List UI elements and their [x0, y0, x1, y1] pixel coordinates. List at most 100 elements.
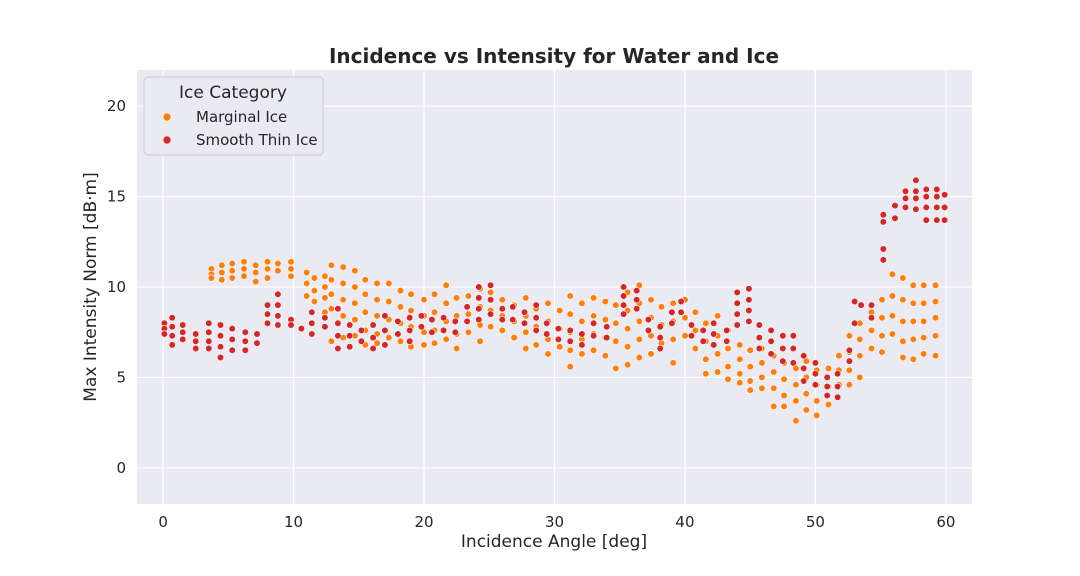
data-point-marginal-ice: [746, 363, 754, 371]
data-point-smooth-thin-ice: [566, 337, 574, 345]
data-point-marginal-ice: [522, 328, 530, 336]
data-point-marginal-ice: [351, 267, 359, 275]
data-point-smooth-thin-ice: [566, 326, 574, 335]
y-tick-label: 20: [107, 97, 126, 115]
data-point-marginal-ice: [442, 299, 450, 307]
data-point-marginal-ice: [931, 281, 940, 289]
data-point-smooth-thin-ice: [687, 332, 696, 340]
data-point-marginal-ice: [669, 335, 677, 344]
data-point-smooth-thin-ice: [823, 382, 831, 391]
data-point-marginal-ice: [635, 335, 643, 344]
data-point-smooth-thin-ice: [274, 312, 282, 320]
legend-label-smooth-thin-ice: Smooth Thin Ice: [196, 131, 318, 149]
data-point-marginal-ice: [920, 350, 928, 358]
data-point-marginal-ice: [856, 352, 864, 360]
data-point-marginal-ice: [263, 274, 272, 282]
data-point-smooth-thin-ice: [228, 335, 236, 344]
data-point-marginal-ice: [487, 288, 495, 297]
data-point-smooth-thin-ice: [543, 330, 551, 338]
data-point-smooth-thin-ice: [532, 326, 540, 335]
data-point-smooth-thin-ice: [879, 245, 887, 253]
data-point-marginal-ice: [498, 296, 506, 304]
data-point-marginal-ice: [556, 343, 564, 351]
data-point-marginal-ice: [909, 281, 917, 289]
data-point-smooth-thin-ice: [745, 317, 753, 326]
data-point-smooth-thin-ice: [346, 343, 354, 351]
data-point-marginal-ice: [566, 292, 574, 300]
data-point-smooth-thin-ice: [933, 185, 941, 193]
data-point-smooth-thin-ice: [578, 341, 586, 349]
data-point-smooth-thin-ice: [940, 203, 949, 211]
data-point-smooth-thin-ice: [241, 337, 249, 345]
data-point-smooth-thin-ice: [891, 214, 899, 222]
data-point-smooth-thin-ice: [723, 337, 731, 345]
data-point-marginal-ice: [589, 346, 598, 354]
data-point-smooth-thin-ice: [417, 323, 426, 331]
data-point-smooth-thin-ice: [179, 335, 187, 344]
data-point-smooth-thin-ice: [321, 314, 329, 322]
data-point-marginal-ice: [612, 337, 620, 345]
series-marginal-ice: [207, 258, 940, 425]
data-point-smooth-thin-ice: [406, 337, 414, 345]
data-point-marginal-ice: [623, 361, 632, 369]
data-point-marginal-ice: [657, 303, 666, 311]
data-point-marginal-ice: [824, 400, 833, 409]
data-point-smooth-thin-ice: [922, 203, 930, 211]
data-point-smooth-thin-ice: [845, 357, 854, 365]
data-point-smooth-thin-ice: [487, 296, 495, 304]
data-point-smooth-thin-ice: [346, 321, 354, 329]
data-point-smooth-thin-ice: [463, 303, 471, 311]
data-point-smooth-thin-ice: [168, 332, 176, 340]
data-point-marginal-ice: [647, 350, 655, 358]
data-point-marginal-ice: [373, 339, 381, 347]
data-point-smooth-thin-ice: [699, 337, 707, 345]
data-point-smooth-thin-ice: [487, 281, 495, 289]
data-point-marginal-ice: [442, 335, 450, 344]
data-point-marginal-ice: [228, 274, 236, 282]
data-point-marginal-ice: [373, 312, 381, 320]
data-point-marginal-ice: [878, 314, 886, 322]
data-point-marginal-ice: [420, 296, 428, 304]
data-point-smooth-thin-ice: [308, 308, 316, 316]
data-point-marginal-ice: [899, 353, 907, 362]
data-point-smooth-thin-ice: [633, 287, 641, 295]
data-point-marginal-ice: [647, 296, 655, 304]
data-point-marginal-ice: [909, 355, 917, 363]
data-point-smooth-thin-ice: [745, 285, 753, 293]
data-point-marginal-ice: [746, 377, 754, 385]
data-point-smooth-thin-ice: [879, 218, 887, 226]
data-point-smooth-thin-ice: [520, 319, 529, 327]
data-point-marginal-ice: [899, 274, 907, 282]
data-point-marginal-ice: [385, 279, 393, 288]
data-point-marginal-ice: [464, 292, 473, 300]
data-point-marginal-ice: [578, 317, 586, 326]
data-point-smooth-thin-ice: [205, 344, 213, 353]
data-point-smooth-thin-ice: [428, 316, 436, 324]
data-point-smooth-thin-ice: [357, 326, 366, 335]
data-point-smooth-thin-ice: [767, 350, 775, 358]
data-point-smooth-thin-ice: [619, 283, 628, 291]
data-point-smooth-thin-ice: [710, 319, 718, 327]
data-point-smooth-thin-ice: [833, 393, 842, 401]
data-point-marginal-ice: [780, 375, 788, 383]
data-point-smooth-thin-ice: [228, 325, 236, 333]
y-tick-label: 0: [116, 459, 126, 477]
data-point-smooth-thin-ice: [789, 344, 797, 353]
data-point-marginal-ice: [878, 332, 886, 340]
data-point-smooth-thin-ice: [857, 301, 865, 309]
data-point-marginal-ice: [736, 355, 744, 363]
data-point-marginal-ice: [361, 290, 369, 298]
data-point-marginal-ice: [792, 417, 800, 425]
series-smooth-thin-ice: [160, 176, 949, 401]
data-point-smooth-thin-ice: [811, 381, 820, 389]
data-point-marginal-ice: [420, 341, 428, 349]
data-point-marginal-ice: [878, 348, 886, 356]
data-point-marginal-ice: [407, 290, 415, 298]
data-point-smooth-thin-ice: [253, 330, 261, 338]
data-point-smooth-thin-ice: [274, 290, 282, 298]
data-point-smooth-thin-ice: [668, 319, 676, 327]
legend-marker-smooth-thin-ice: [162, 135, 172, 145]
data-point-marginal-ice: [339, 312, 347, 320]
data-point-marginal-ice: [442, 281, 450, 289]
data-point-smooth-thin-ice: [179, 328, 187, 336]
